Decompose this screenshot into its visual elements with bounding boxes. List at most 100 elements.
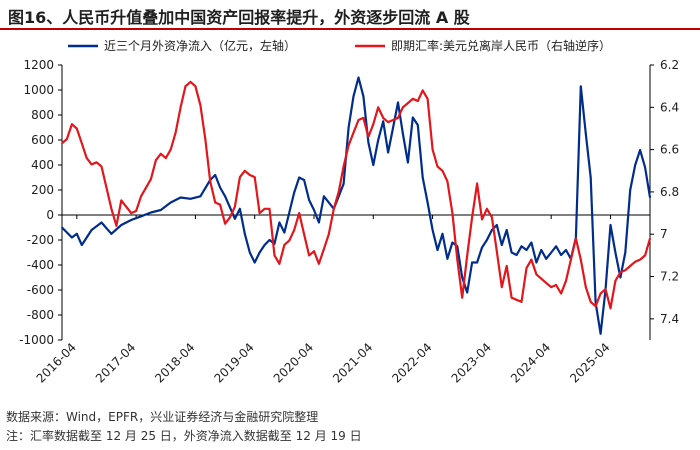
series-0-point xyxy=(431,229,434,231)
series-1-point xyxy=(308,254,310,257)
series-0-point xyxy=(550,251,553,254)
series-0-point xyxy=(130,219,133,221)
series-1-point xyxy=(357,119,360,121)
series-0-point xyxy=(486,239,488,241)
series-0-point xyxy=(323,195,325,198)
series-1-point xyxy=(145,186,147,189)
series-1-point xyxy=(224,222,227,225)
series-0-point xyxy=(327,201,330,204)
left-tick-label: 600 xyxy=(31,133,54,147)
title-rule xyxy=(0,28,700,30)
series-0-point xyxy=(387,151,389,154)
series-1-point xyxy=(436,165,439,168)
series-0-point xyxy=(224,195,227,198)
series-0-point xyxy=(80,244,83,246)
series-1-point xyxy=(174,131,177,134)
series-0-point xyxy=(411,116,414,119)
left-tick-label: 1000 xyxy=(23,83,54,97)
series-0-point xyxy=(515,254,518,256)
right-tick-label: 6.6 xyxy=(660,143,679,157)
series-0-point xyxy=(609,224,612,226)
legend: 近三个月外资净流入（亿元，左轴） 即期汇率:美元兑离岸人民币（右轴逆序） xyxy=(68,38,611,53)
series-1-point xyxy=(214,201,217,204)
series-0-point xyxy=(555,245,557,248)
series-1-point xyxy=(75,127,78,130)
series-1-point xyxy=(95,161,98,164)
series-1-point xyxy=(446,180,449,183)
series-1-point xyxy=(248,174,251,176)
series-1-point xyxy=(71,123,73,126)
series-1-point xyxy=(199,104,202,107)
series-0-point xyxy=(318,221,320,224)
x-tick-label: 2023-04 xyxy=(449,340,494,385)
source-note: 数据来源：Wind，EPFR，兴业证券经济与金融研究院整理 xyxy=(6,410,319,424)
series-0-point xyxy=(352,95,355,98)
series-0-point xyxy=(61,226,63,229)
series-0-point xyxy=(268,239,271,241)
series-1-point xyxy=(426,97,429,100)
series-0-point xyxy=(120,224,123,226)
series-1-point xyxy=(362,117,365,119)
series-layer xyxy=(61,76,652,335)
series-0-point xyxy=(579,85,582,88)
series-0-point xyxy=(491,229,493,231)
right-tick-label: 6.2 xyxy=(660,58,679,72)
footnote: 注：汇率数据截至 12 月 25 日，外资净流入数据截至 12 月 19 日 xyxy=(6,429,362,443)
series-1-point xyxy=(589,301,592,303)
series-1-point xyxy=(303,233,305,236)
series-0-point xyxy=(392,126,394,129)
series-0-point xyxy=(397,101,399,104)
series-1-point xyxy=(545,282,548,284)
series-1-point xyxy=(293,229,296,231)
chart-area: 近三个月外资净流入（亿元，左轴） 即期汇率:美元兑离岸人民币（右轴逆序） -10… xyxy=(19,38,679,386)
series-0-point xyxy=(535,261,538,264)
series-1-point xyxy=(194,85,197,88)
series-1-point xyxy=(332,207,335,210)
series-1-point xyxy=(560,292,562,295)
series-1-point xyxy=(407,102,409,104)
series-1-point xyxy=(234,205,236,208)
x-tick-label: 2017-04 xyxy=(93,340,138,385)
series-1-point xyxy=(649,237,651,240)
series-0-point xyxy=(100,221,103,224)
series-0-point xyxy=(214,174,217,176)
legend-label-flow: 近三个月外资净流入（亿元，左轴） xyxy=(104,38,296,53)
series-1-point xyxy=(565,279,567,282)
series-0-point xyxy=(441,232,444,235)
series-1-point xyxy=(579,258,582,261)
series-1-point xyxy=(85,157,88,159)
left-tick-label: -800 xyxy=(27,308,54,322)
series-0-point xyxy=(624,251,627,254)
series-0-point xyxy=(150,211,152,214)
series-0-point xyxy=(565,249,567,251)
series-1-point xyxy=(204,138,207,140)
series-1-point xyxy=(495,250,498,253)
series-1-point xyxy=(120,199,123,202)
series-1-point xyxy=(421,89,424,92)
series-1-point xyxy=(155,159,157,162)
series-1-point xyxy=(402,106,404,109)
right-tick-label: 6.8 xyxy=(660,185,679,199)
series-1-point xyxy=(184,85,187,88)
x-tick-label: 2016-04 xyxy=(34,340,79,385)
series-0-point xyxy=(71,236,73,239)
series-1-point xyxy=(515,298,518,301)
series-0-point xyxy=(436,249,439,251)
series-0-point xyxy=(243,232,246,235)
series-0-point xyxy=(495,224,498,226)
series-0-point xyxy=(540,249,543,251)
series-1-point xyxy=(110,207,113,210)
series-1-point xyxy=(451,212,454,215)
series-0-point xyxy=(481,246,483,249)
series-0-point xyxy=(199,195,202,198)
left-tick-label: -1000 xyxy=(19,333,54,347)
series-1-point xyxy=(105,186,108,189)
series-0-point xyxy=(634,164,637,166)
left-tick-label: -400 xyxy=(27,258,54,272)
series-0-point xyxy=(619,276,622,279)
series-0-point xyxy=(362,95,365,98)
series-0-point xyxy=(377,139,380,141)
left-tick-label: 1200 xyxy=(23,58,54,72)
series-1-point xyxy=(150,178,152,181)
left-tick-label: 800 xyxy=(31,108,54,122)
